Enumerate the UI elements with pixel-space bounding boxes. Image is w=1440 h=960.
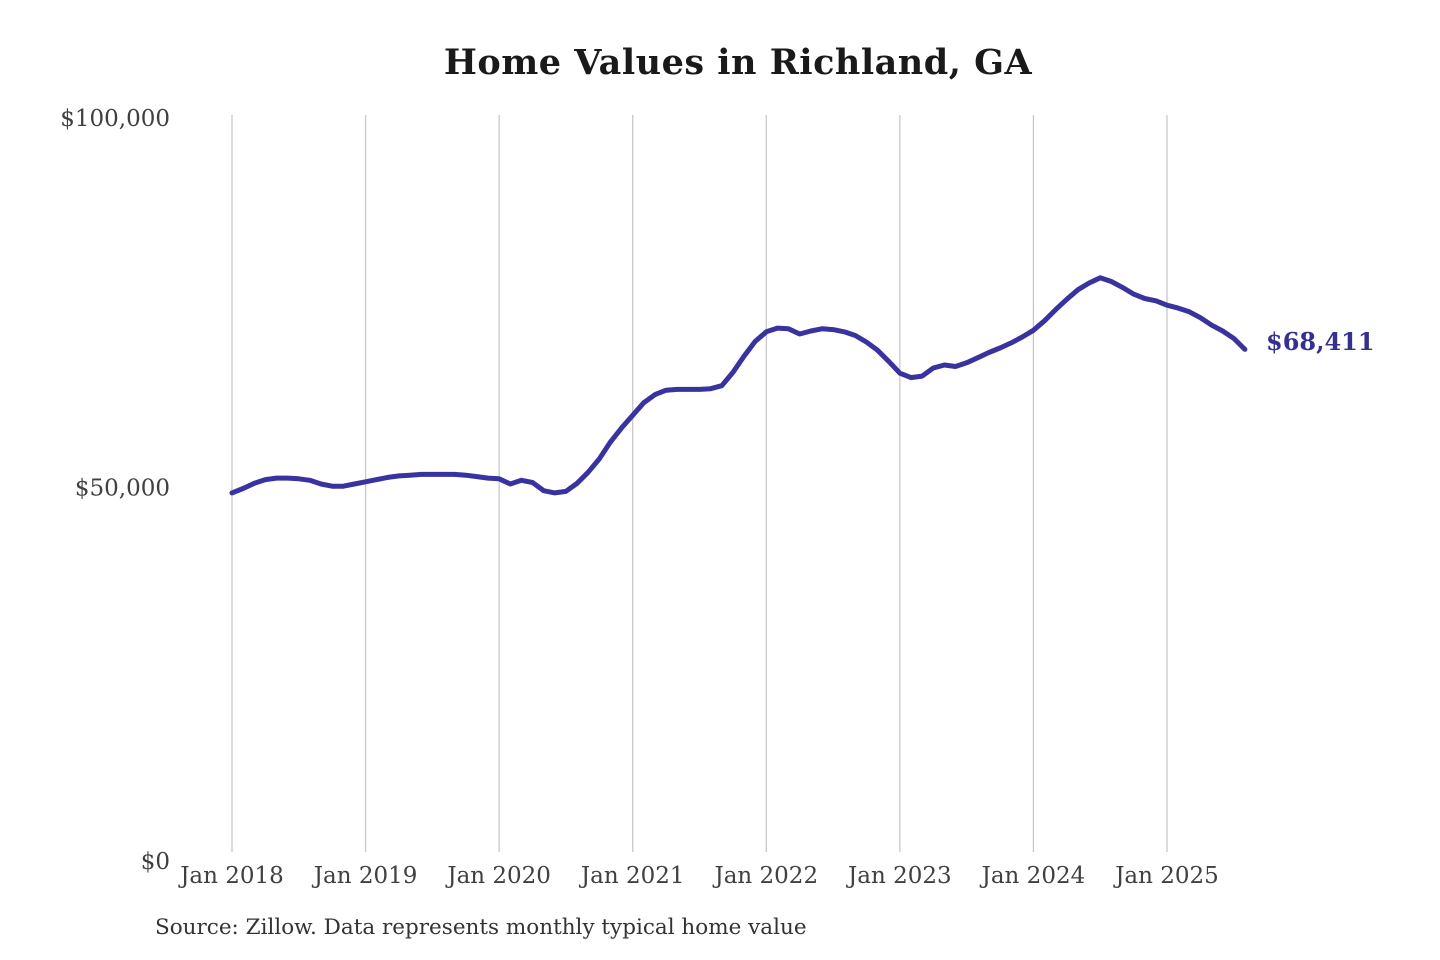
x-tick-label: Jan 2025	[1113, 863, 1219, 889]
x-axis-tick-labels: Jan 2018 Jan 2019 Jan 2020 Jan 2021 Jan 2022…	[178, 863, 1219, 889]
gridlines-group	[231, 115, 1168, 852]
y-tick-label: $0	[141, 849, 170, 875]
x-tick-label: Jan 2021	[579, 863, 685, 889]
last-value-label: $68,411	[1266, 327, 1375, 356]
x-tick-label: Jan 2019	[312, 863, 418, 889]
series-line-home-value	[229, 275, 1248, 496]
y-axis-tick-labels: $0 $50,000 $100,000	[60, 106, 170, 875]
y-tick-label: $50,000	[75, 476, 170, 502]
chart-title: Home Values in Richland, GA	[443, 42, 1033, 83]
series-group	[229, 275, 1248, 496]
x-tick-label: Jan 2018	[178, 863, 284, 889]
y-tick-label: $100,000	[60, 106, 170, 132]
x-tick-label: Jan 2024	[980, 863, 1086, 889]
source-note: Source: Zillow. Data represents monthly …	[155, 915, 807, 940]
x-tick-label: Jan 2023	[846, 863, 952, 889]
x-tick-label: Jan 2020	[445, 863, 551, 889]
x-tick-label: Jan 2022	[712, 863, 818, 889]
